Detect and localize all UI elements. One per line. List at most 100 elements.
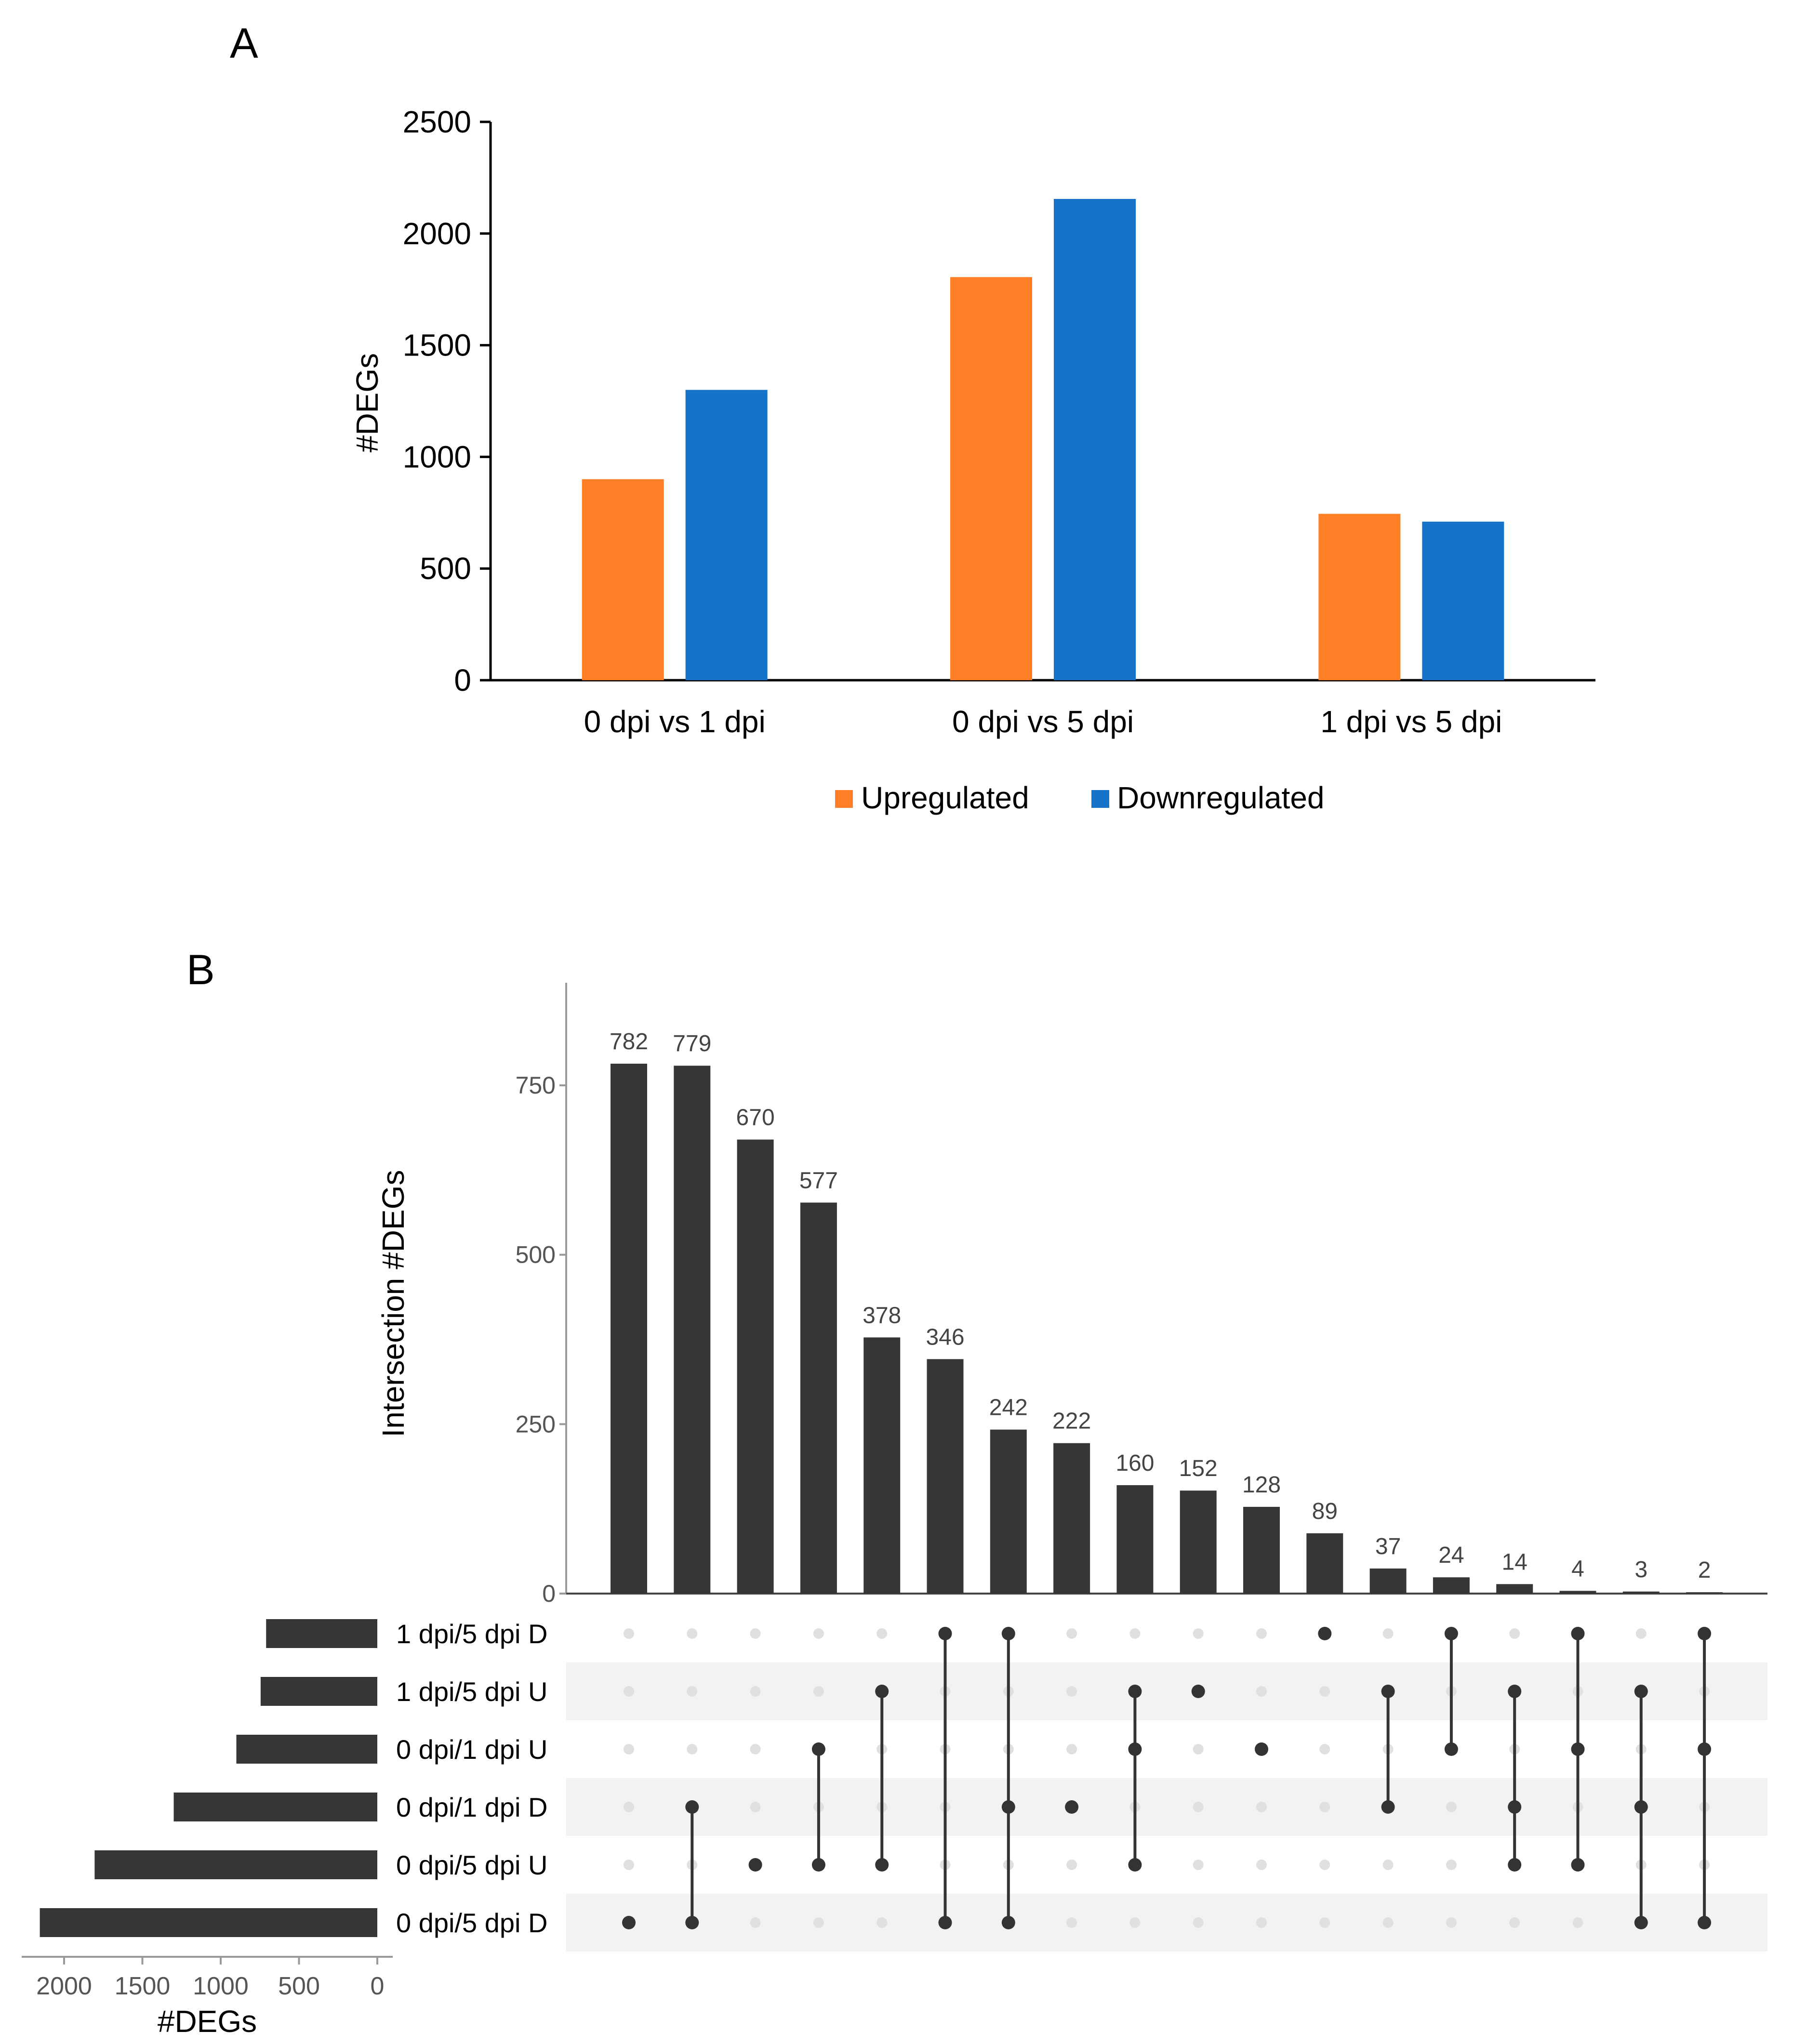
set-size-bar bbox=[94, 1850, 377, 1879]
chart-a-y-tick-label: 2500 bbox=[403, 105, 471, 139]
matrix-dot-empty bbox=[624, 1859, 634, 1870]
set-name-label: 1 dpi/5 dpi U bbox=[396, 1676, 547, 1707]
matrix-dot-empty bbox=[1319, 1859, 1330, 1870]
matrix-dot-empty bbox=[750, 1802, 761, 1812]
intersection-value-label: 782 bbox=[610, 1029, 648, 1055]
matrix-dot-empty bbox=[1319, 1686, 1330, 1697]
matrix-dot-filled bbox=[1318, 1627, 1332, 1640]
intersection-bar-9 bbox=[1116, 1485, 1154, 1594]
matrix-dot-filled bbox=[1508, 1800, 1522, 1814]
matrix-dot-filled bbox=[748, 1858, 762, 1872]
grouped-bar-chart: #DEGs 0 500 1000 1500 2000 2500 0 dpi vs 1 dpi… bbox=[350, 105, 1595, 739]
matrix-dot-empty bbox=[877, 1917, 888, 1928]
matrix-dot-empty bbox=[1193, 1744, 1204, 1754]
matrix-dot-filled bbox=[1001, 1627, 1015, 1640]
matrix-dot-empty bbox=[1319, 1802, 1330, 1812]
legend-label-downregulated: Downregulated bbox=[1117, 780, 1325, 815]
matrix-dot-empty bbox=[624, 1744, 634, 1754]
matrix-dot-empty bbox=[1193, 1628, 1204, 1639]
bar-upregulated-1 bbox=[582, 479, 664, 680]
chart-a-y-axis-label: #DEGs bbox=[350, 353, 385, 452]
matrix-dot-filled bbox=[622, 1916, 636, 1929]
matrix-dot-filled bbox=[1001, 1916, 1015, 1929]
set-name-label: 0 dpi/1 dpi D bbox=[396, 1792, 547, 1822]
intersection-value-label: 152 bbox=[1179, 1456, 1218, 1481]
upset-intersection-chart: Intersection #DEGs 0 250 500 750 782 779 670 57… bbox=[376, 983, 1767, 1607]
set-size-x-tick-label: 1500 bbox=[115, 1972, 171, 2000]
matrix-dot-filled bbox=[1065, 1800, 1079, 1814]
matrix-dot-empty bbox=[1256, 1802, 1267, 1812]
intersection-bar-8 bbox=[1053, 1443, 1090, 1594]
matrix-dot-filled bbox=[1698, 1627, 1712, 1640]
matrix-dot-empty bbox=[687, 1628, 698, 1639]
matrix-dot-empty bbox=[750, 1686, 761, 1697]
set-size-bar bbox=[40, 1908, 377, 1937]
intersection-y-tick-label: 0 bbox=[542, 1580, 556, 1607]
matrix-dot-filled bbox=[875, 1858, 889, 1872]
chart-a-y-tick-label: 500 bbox=[420, 551, 471, 586]
matrix-dot-filled bbox=[811, 1742, 825, 1756]
intersection-bar-2 bbox=[674, 1066, 711, 1594]
intersection-value-label: 378 bbox=[863, 1303, 901, 1328]
matrix-dot-filled bbox=[1634, 1685, 1648, 1698]
matrix-dot-empty bbox=[1382, 1917, 1394, 1928]
matrix-dot-empty bbox=[1193, 1859, 1204, 1870]
matrix-dot-empty bbox=[1256, 1917, 1267, 1928]
matrix-dot-empty bbox=[624, 1628, 634, 1639]
matrix-row-band bbox=[566, 1662, 1767, 1720]
bar-downregulated-3 bbox=[1422, 521, 1504, 680]
set-size-bar bbox=[173, 1793, 377, 1821]
matrix-dot-empty bbox=[624, 1686, 634, 1697]
matrix-dot-empty bbox=[1446, 1802, 1457, 1812]
intersection-y-tick-label: 250 bbox=[516, 1411, 556, 1437]
set-size-bar bbox=[260, 1677, 377, 1706]
matrix-dot-empty bbox=[1066, 1628, 1077, 1639]
matrix-dot-filled bbox=[685, 1916, 699, 1929]
intersection-bar-6 bbox=[927, 1359, 964, 1594]
matrix-dot-filled bbox=[1444, 1627, 1458, 1640]
matrix-dot-filled bbox=[875, 1685, 889, 1698]
matrix-dot-empty bbox=[1509, 1628, 1520, 1639]
matrix-dot-empty bbox=[687, 1744, 698, 1754]
intersection-bar-1 bbox=[611, 1063, 647, 1594]
intersection-value-label: 577 bbox=[799, 1168, 838, 1193]
chart-a-x-tick-label: 1 dpi vs 5 dpi bbox=[1320, 704, 1502, 739]
intersection-value-label: 3 bbox=[1634, 1557, 1647, 1582]
matrix-dot-empty bbox=[1635, 1628, 1647, 1639]
matrix-dot-empty bbox=[1572, 1917, 1583, 1928]
matrix-dot-filled bbox=[1571, 1742, 1585, 1756]
intersection-value-label: 346 bbox=[926, 1324, 964, 1350]
chart-a-y-tick-label: 1500 bbox=[403, 328, 471, 363]
matrix-dot-filled bbox=[685, 1800, 699, 1814]
intersection-bar-16 bbox=[1559, 1591, 1596, 1594]
matrix-dot-filled bbox=[1001, 1800, 1015, 1814]
intersection-value-label: 128 bbox=[1242, 1472, 1281, 1498]
matrix-dot-empty bbox=[1256, 1859, 1267, 1870]
matrix-dot-empty bbox=[1509, 1917, 1520, 1928]
matrix-dot-filled bbox=[938, 1627, 952, 1640]
intersection-value-label: 14 bbox=[1502, 1549, 1527, 1575]
intersection-value-label: 37 bbox=[1375, 1534, 1401, 1559]
intersection-value-label: 670 bbox=[736, 1105, 775, 1131]
intersection-bar-13 bbox=[1369, 1568, 1407, 1594]
intersection-bar-15 bbox=[1496, 1584, 1533, 1594]
matrix-dot-empty bbox=[1066, 1686, 1077, 1697]
matrix-dot-filled bbox=[938, 1916, 952, 1929]
legend-label-upregulated: Upregulated bbox=[861, 780, 1029, 815]
intersection-bar-12 bbox=[1306, 1533, 1343, 1594]
matrix-dot-empty bbox=[1319, 1917, 1330, 1928]
intersection-bar-7 bbox=[990, 1429, 1027, 1594]
set-name-label: 0 dpi/5 dpi U bbox=[396, 1850, 547, 1880]
matrix-dot-filled bbox=[1698, 1916, 1712, 1929]
matrix-dot-filled bbox=[1191, 1685, 1205, 1698]
chart-a-x-tick-label: 0 dpi vs 5 dpi bbox=[952, 704, 1134, 739]
matrix-dot-filled bbox=[1508, 1858, 1522, 1872]
matrix-dot-filled bbox=[1508, 1685, 1522, 1698]
set-size-x-tick-label: 1000 bbox=[193, 1972, 249, 2000]
matrix-dot-empty bbox=[1193, 1917, 1204, 1928]
intersection-value-label: 779 bbox=[673, 1031, 711, 1056]
upset-membership-matrix bbox=[566, 1627, 1767, 1952]
matrix-dot-empty bbox=[687, 1686, 698, 1697]
panel-a-label: A bbox=[230, 19, 258, 67]
matrix-dot-empty bbox=[624, 1802, 634, 1812]
